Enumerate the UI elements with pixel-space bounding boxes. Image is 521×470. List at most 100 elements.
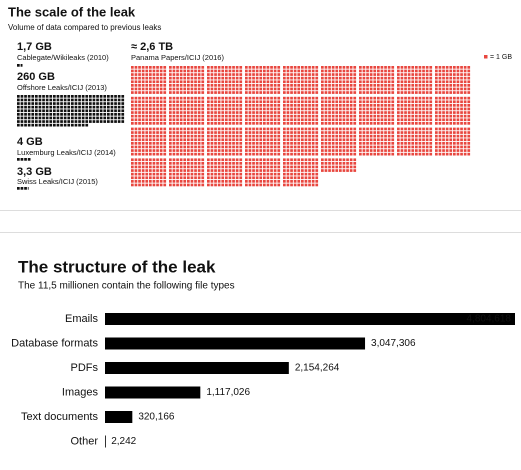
unit-square bbox=[225, 180, 228, 183]
unit-square bbox=[304, 142, 308, 145]
unit-square bbox=[183, 91, 187, 94]
unit-square bbox=[321, 118, 324, 122]
unit-square bbox=[117, 102, 121, 105]
unit-square bbox=[149, 131, 152, 134]
unit-square bbox=[232, 176, 235, 180]
unit-square bbox=[297, 145, 301, 149]
unit-square bbox=[290, 165, 293, 169]
unit-square bbox=[429, 118, 433, 122]
unit-square bbox=[311, 158, 315, 162]
unit-square bbox=[449, 73, 453, 76]
unit-square bbox=[131, 152, 134, 156]
unit-square bbox=[449, 145, 453, 149]
unit-square bbox=[214, 80, 217, 84]
unit-square bbox=[56, 116, 60, 120]
unit-square bbox=[277, 169, 281, 172]
unit-square bbox=[346, 69, 349, 73]
unit-square bbox=[362, 76, 366, 80]
unit-square bbox=[149, 172, 152, 176]
unit-square bbox=[210, 76, 214, 80]
value-label: 1,7 GB bbox=[17, 41, 52, 53]
unit-square bbox=[438, 131, 442, 134]
unit-square bbox=[92, 116, 96, 120]
unit-square bbox=[131, 73, 134, 76]
unit-square bbox=[56, 102, 60, 105]
unit-square bbox=[245, 66, 248, 69]
unit-square bbox=[263, 127, 266, 131]
unit-square bbox=[304, 162, 308, 165]
unit-square bbox=[228, 100, 232, 104]
unit-square bbox=[156, 122, 159, 125]
unit-square bbox=[255, 87, 259, 91]
unit-square bbox=[438, 100, 442, 104]
unit-square bbox=[369, 142, 373, 145]
unit-square bbox=[20, 158, 24, 161]
unit-square bbox=[387, 134, 391, 138]
unit-square bbox=[190, 138, 194, 142]
unit-square bbox=[255, 69, 259, 73]
unit-square bbox=[259, 152, 263, 156]
unit-square bbox=[235, 87, 239, 91]
unit-square bbox=[228, 169, 232, 172]
unit-square bbox=[449, 114, 453, 118]
unit-square bbox=[45, 98, 49, 102]
unit-square bbox=[422, 152, 425, 156]
unit-square bbox=[387, 73, 391, 76]
unit-square bbox=[422, 145, 425, 149]
unit-square bbox=[235, 169, 239, 172]
unit-square bbox=[169, 104, 172, 107]
unit-square bbox=[293, 158, 297, 162]
unit-square bbox=[293, 100, 297, 104]
unit-square bbox=[149, 142, 152, 145]
unit-square bbox=[293, 142, 297, 145]
unit-square bbox=[422, 69, 425, 73]
unit-square bbox=[435, 84, 438, 87]
unit-square bbox=[179, 111, 183, 114]
unit-square bbox=[194, 131, 197, 134]
unit-square bbox=[453, 138, 456, 142]
unit-square bbox=[453, 76, 456, 80]
unit-square bbox=[245, 134, 248, 138]
value-label: 4 GB bbox=[17, 136, 43, 148]
unit-square bbox=[359, 104, 362, 107]
unit-square bbox=[277, 165, 281, 169]
unit-square bbox=[207, 180, 210, 183]
unit-square bbox=[232, 162, 235, 165]
unit-square bbox=[290, 169, 293, 172]
unit-square bbox=[304, 152, 308, 156]
unit-square bbox=[183, 162, 187, 165]
unit-square bbox=[141, 145, 145, 149]
unit-square bbox=[53, 123, 56, 127]
unit-square bbox=[176, 138, 179, 142]
unit-square bbox=[429, 149, 433, 152]
unit-square bbox=[141, 127, 145, 131]
unit-square bbox=[149, 66, 152, 69]
unit-square bbox=[297, 165, 301, 169]
unit-square bbox=[159, 76, 163, 80]
unit-square bbox=[418, 122, 422, 125]
unit-square bbox=[400, 149, 404, 152]
unit-square bbox=[17, 95, 20, 98]
unit-square bbox=[301, 100, 304, 104]
unit-square bbox=[366, 66, 369, 69]
unit-square bbox=[221, 142, 225, 145]
unit-square bbox=[169, 107, 172, 111]
unit-square bbox=[201, 169, 205, 172]
unit-square bbox=[225, 66, 228, 69]
unit-square bbox=[235, 114, 239, 118]
unit-square bbox=[252, 73, 255, 76]
unit-square bbox=[221, 127, 225, 131]
unit-square bbox=[293, 73, 297, 76]
unit-square bbox=[346, 145, 349, 149]
unit-square bbox=[214, 142, 217, 145]
unit-square bbox=[107, 105, 110, 109]
unit-square bbox=[435, 91, 438, 94]
unit-square bbox=[397, 96, 400, 100]
unit-square bbox=[460, 145, 463, 149]
unit-square bbox=[467, 84, 471, 87]
unit-square bbox=[163, 100, 167, 104]
unit-squares bbox=[17, 187, 29, 190]
unit-square bbox=[467, 100, 471, 104]
unit-square bbox=[131, 107, 134, 111]
unit-square bbox=[179, 165, 183, 169]
